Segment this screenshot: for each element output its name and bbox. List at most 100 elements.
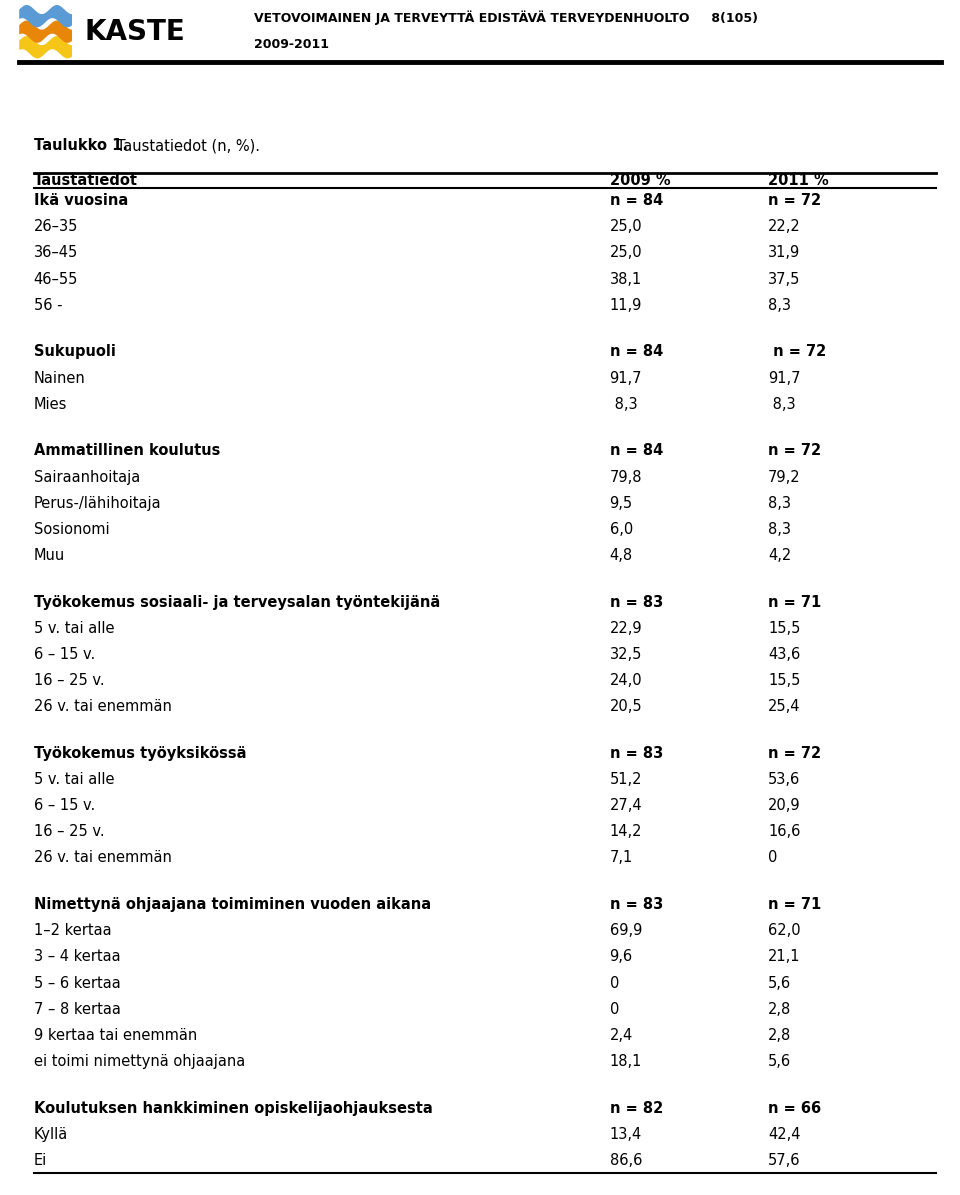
Text: Työkokemus sosiaali- ja terveysalan työntekijänä: Työkokemus sosiaali- ja terveysalan työn… — [34, 595, 440, 609]
Text: 26 v. tai enemmän: 26 v. tai enemmän — [34, 851, 172, 865]
Text: 5,6: 5,6 — [768, 1054, 791, 1068]
Text: Taustatiedot: Taustatiedot — [34, 173, 137, 188]
Text: 91,7: 91,7 — [610, 370, 642, 386]
Text: 16 – 25 v.: 16 – 25 v. — [34, 825, 105, 839]
Text: 2,8: 2,8 — [768, 1028, 791, 1043]
Text: 86,6: 86,6 — [610, 1153, 642, 1168]
Text: 0: 0 — [610, 1001, 619, 1017]
Text: 8,3: 8,3 — [768, 397, 796, 411]
Text: 4,2: 4,2 — [768, 549, 791, 563]
Text: Perus-/lähihoitaja: Perus-/lähihoitaja — [34, 496, 161, 510]
Text: 11,9: 11,9 — [610, 298, 642, 313]
Text: 32,5: 32,5 — [610, 646, 642, 662]
Text: Ammatillinen koulutus: Ammatillinen koulutus — [34, 443, 220, 459]
Text: 3 – 4 kertaa: 3 – 4 kertaa — [34, 950, 120, 964]
Text: 43,6: 43,6 — [768, 646, 801, 662]
Text: 18,1: 18,1 — [610, 1054, 642, 1068]
Text: 2011 %: 2011 % — [768, 173, 828, 188]
Text: n = 84: n = 84 — [610, 194, 662, 208]
Text: 8,3: 8,3 — [610, 397, 637, 411]
Text: Muu: Muu — [34, 549, 65, 563]
Polygon shape — [19, 5, 72, 27]
Text: 22,9: 22,9 — [610, 621, 642, 636]
Text: VETOVOIMAINEN JA TERVEYTTÄ EDISTÄVÄ TERVEYDENHUOLTO     8(105): VETOVOIMAINEN JA TERVEYTTÄ EDISTÄVÄ TERV… — [254, 11, 758, 25]
Text: 25,4: 25,4 — [768, 699, 801, 715]
Text: 13,4: 13,4 — [610, 1127, 642, 1141]
Text: 8,3: 8,3 — [768, 522, 791, 537]
Text: 27,4: 27,4 — [610, 798, 642, 813]
Text: 2009-2011: 2009-2011 — [254, 38, 329, 50]
Text: 7 – 8 kertaa: 7 – 8 kertaa — [34, 1001, 120, 1017]
Text: 5 v. tai alle: 5 v. tai alle — [34, 772, 114, 788]
Text: n = 72: n = 72 — [768, 746, 821, 761]
Text: 15,5: 15,5 — [768, 673, 801, 688]
Text: 1–2 kertaa: 1–2 kertaa — [34, 924, 111, 938]
Text: 0: 0 — [610, 975, 619, 991]
Text: Kyllä: Kyllä — [34, 1127, 68, 1141]
Text: 57,6: 57,6 — [768, 1153, 801, 1168]
Text: 24,0: 24,0 — [610, 673, 642, 688]
Text: Taulukko 1.: Taulukko 1. — [34, 139, 128, 153]
Text: n = 72: n = 72 — [768, 344, 827, 360]
Text: 25,0: 25,0 — [610, 220, 642, 234]
Text: 14,2: 14,2 — [610, 825, 642, 839]
Text: 26 v. tai enemmän: 26 v. tai enemmän — [34, 699, 172, 715]
Text: 20,5: 20,5 — [610, 699, 642, 715]
Text: 26–35: 26–35 — [34, 220, 78, 234]
Text: 6,0: 6,0 — [610, 522, 633, 537]
Text: 4,8: 4,8 — [610, 549, 633, 563]
Text: 16 – 25 v.: 16 – 25 v. — [34, 673, 105, 688]
Text: n = 72: n = 72 — [768, 443, 821, 459]
Text: 22,2: 22,2 — [768, 220, 801, 234]
Text: 8,3: 8,3 — [768, 298, 791, 313]
Text: 46–55: 46–55 — [34, 271, 78, 287]
Text: 9,6: 9,6 — [610, 950, 633, 964]
Text: 91,7: 91,7 — [768, 370, 801, 386]
Text: 51,2: 51,2 — [610, 772, 642, 788]
Text: n = 83: n = 83 — [610, 897, 662, 912]
Text: 5,6: 5,6 — [768, 975, 791, 991]
Text: 2009 %: 2009 % — [610, 173, 670, 188]
Text: 7,1: 7,1 — [610, 851, 633, 865]
Text: 42,4: 42,4 — [768, 1127, 801, 1141]
Text: 79,2: 79,2 — [768, 470, 801, 484]
Text: Mies: Mies — [34, 397, 67, 411]
Text: n = 66: n = 66 — [768, 1101, 821, 1116]
Text: Nimettynä ohjaajana toimiminen vuoden aikana: Nimettynä ohjaajana toimiminen vuoden ai… — [34, 897, 431, 912]
Text: n = 71: n = 71 — [768, 595, 821, 609]
Text: Ei: Ei — [34, 1153, 47, 1168]
Text: Työkokemus työyksikössä: Työkokemus työyksikössä — [34, 746, 246, 761]
Text: Ikä vuosina: Ikä vuosina — [34, 194, 128, 208]
Text: n = 82: n = 82 — [610, 1101, 662, 1116]
Text: n = 83: n = 83 — [610, 595, 662, 609]
Text: 69,9: 69,9 — [610, 924, 642, 938]
Text: 2,4: 2,4 — [610, 1028, 633, 1043]
Text: 9,5: 9,5 — [610, 496, 633, 510]
Text: n = 83: n = 83 — [610, 746, 662, 761]
Text: 38,1: 38,1 — [610, 271, 642, 287]
Text: 6 – 15 v.: 6 – 15 v. — [34, 798, 95, 813]
Text: 2,8: 2,8 — [768, 1001, 791, 1017]
Text: 6 – 15 v.: 6 – 15 v. — [34, 646, 95, 662]
Text: 0: 0 — [768, 851, 778, 865]
Text: Nainen: Nainen — [34, 370, 85, 386]
Text: 31,9: 31,9 — [768, 245, 801, 261]
Polygon shape — [19, 36, 72, 59]
Text: 79,8: 79,8 — [610, 470, 642, 484]
Text: Koulutuksen hankkiminen opiskelijaohjauksesta: Koulutuksen hankkiminen opiskelijaohjauk… — [34, 1101, 432, 1116]
Text: 9 kertaa tai enemmän: 9 kertaa tai enemmän — [34, 1028, 197, 1043]
Text: 20,9: 20,9 — [768, 798, 801, 813]
Text: 25,0: 25,0 — [610, 245, 642, 261]
Text: 62,0: 62,0 — [768, 924, 801, 938]
Text: Sosionomi: Sosionomi — [34, 522, 109, 537]
Text: 37,5: 37,5 — [768, 271, 801, 287]
Text: 15,5: 15,5 — [768, 621, 801, 636]
Text: 56 -: 56 - — [34, 298, 62, 313]
Text: 8,3: 8,3 — [768, 496, 791, 510]
Text: 5 v. tai alle: 5 v. tai alle — [34, 621, 114, 636]
Text: 16,6: 16,6 — [768, 825, 801, 839]
Text: 36–45: 36–45 — [34, 245, 78, 261]
Text: n = 71: n = 71 — [768, 897, 821, 912]
Text: n = 72: n = 72 — [768, 194, 821, 208]
Text: Sairaanhoitaja: Sairaanhoitaja — [34, 470, 140, 484]
